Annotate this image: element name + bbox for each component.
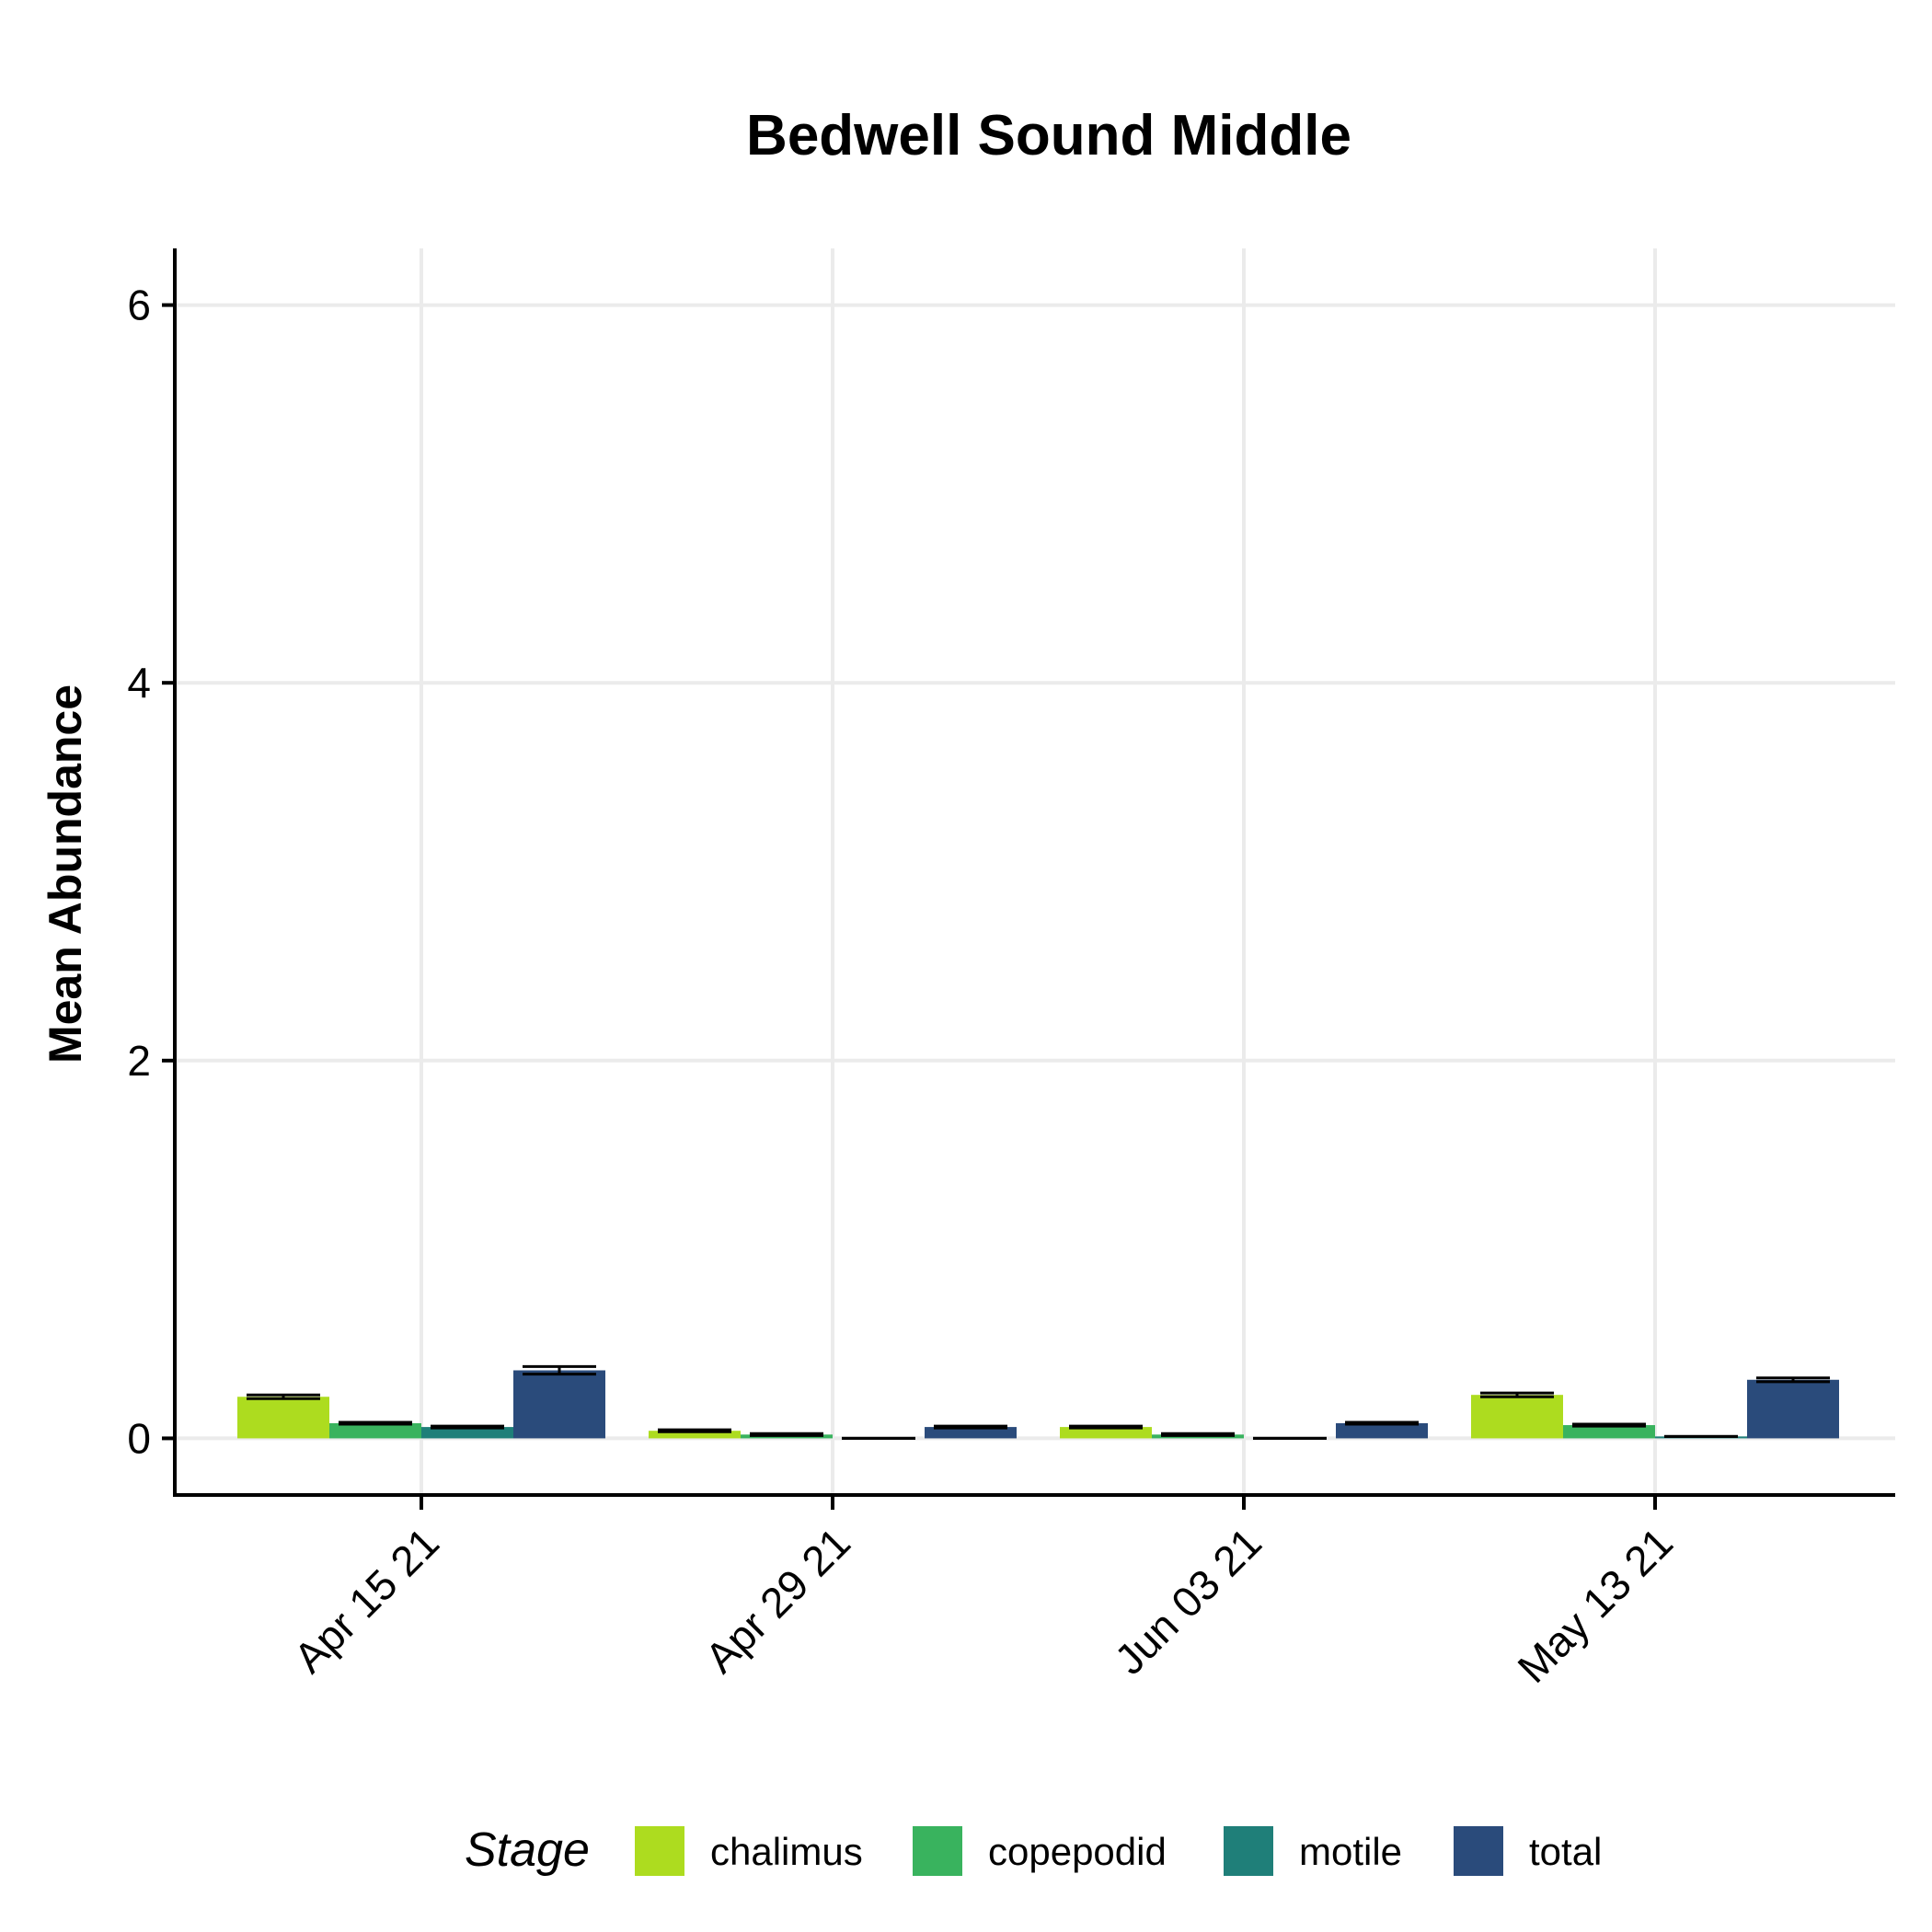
bar-motile [421, 1427, 513, 1439]
gridlines [175, 248, 1895, 1495]
axes: 0 2 4 6 Apr 15 21 Apr 29 21 Jun 03 21 May 13 21 [127, 248, 1895, 1692]
x-tick-label: Apr 15 21 [284, 1518, 448, 1682]
x-tick-label: Jun 03 21 [1105, 1518, 1271, 1684]
x-tick-label: Apr 29 21 [696, 1518, 859, 1682]
bar-chalimus [1471, 1395, 1563, 1439]
bars [237, 1364, 1839, 1440]
bar-total [1336, 1422, 1428, 1439]
bar-chalimus [649, 1431, 741, 1439]
legend-title: Stage [465, 1823, 590, 1877]
bar-copepodid [329, 1422, 421, 1439]
bar-copepodid [1563, 1425, 1655, 1439]
y-axis-title: Mean Abundance [40, 684, 91, 1064]
legend-label-chalimus: chalimus [710, 1830, 863, 1873]
y-tick-label: 0 [127, 1414, 151, 1462]
legend-swatch-copepodid [913, 1826, 962, 1876]
legend-label-motile: motile [1299, 1830, 1402, 1873]
x-tick-label: May 13 21 [1508, 1518, 1682, 1692]
legend: Stage chalimus copepodid motile total [465, 1823, 1602, 1877]
bar-chalimus [237, 1397, 329, 1439]
chart-title: Bedwell Sound Middle [746, 104, 1351, 167]
bar-total [925, 1427, 1017, 1439]
y-tick-label: 4 [127, 659, 151, 707]
bar-total [1747, 1379, 1839, 1439]
bar-total [513, 1370, 605, 1439]
bar-chalimus [1060, 1427, 1152, 1439]
legend-swatch-motile [1224, 1826, 1273, 1876]
y-tick-label: 6 [127, 282, 151, 329]
legend-swatch-total [1454, 1826, 1503, 1876]
legend-label-total: total [1529, 1830, 1602, 1873]
y-tick-label: 2 [127, 1037, 151, 1085]
legend-label-copepodid: copepodid [988, 1830, 1167, 1873]
legend-swatch-chalimus [635, 1826, 684, 1876]
